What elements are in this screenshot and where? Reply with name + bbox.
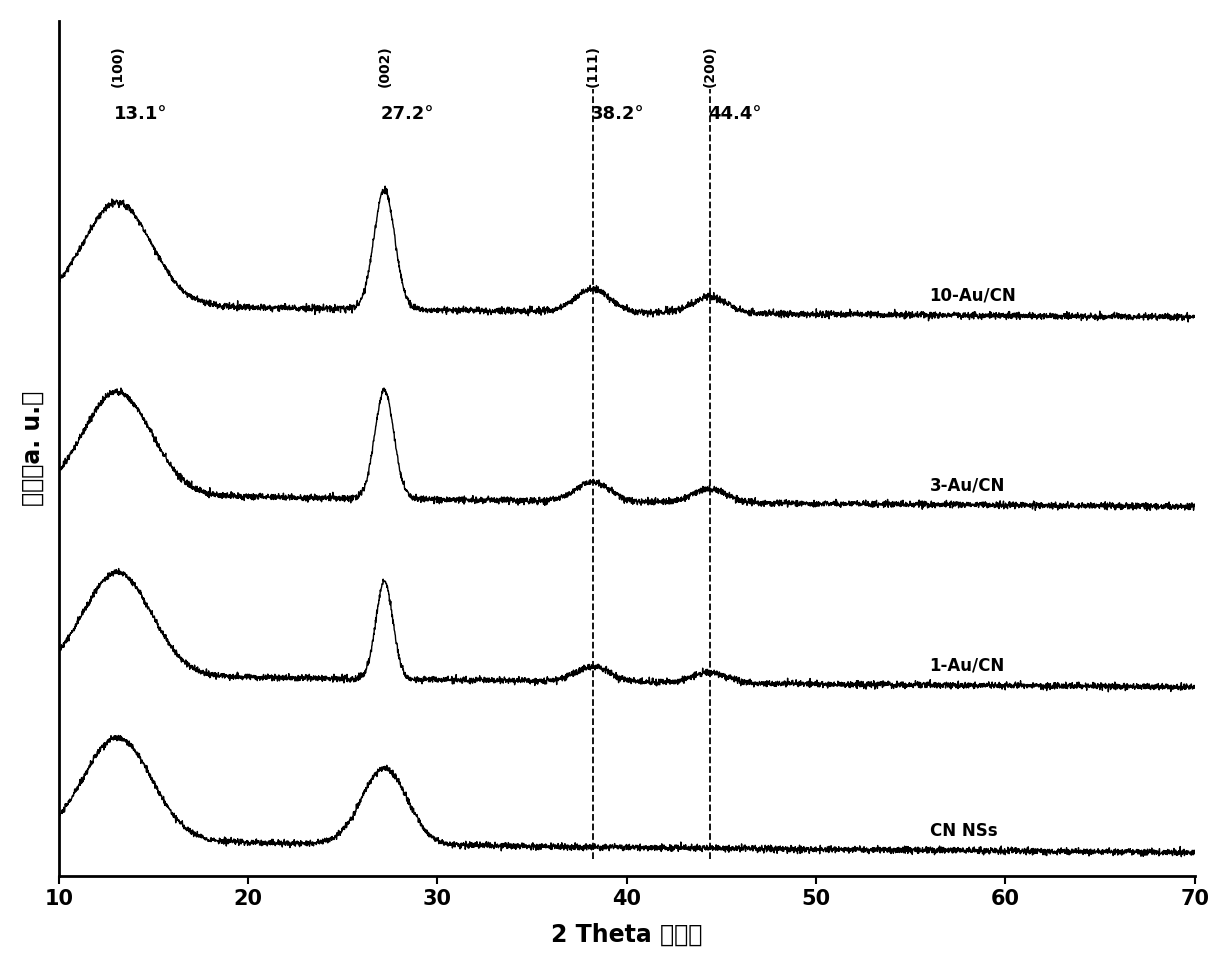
Text: (111): (111) [585, 45, 599, 87]
Text: 3-Au/CN: 3-Au/CN [930, 476, 1005, 495]
Text: (002): (002) [378, 45, 391, 86]
Text: CN NSs: CN NSs [930, 822, 998, 840]
Text: 10-Au/CN: 10-Au/CN [930, 287, 1016, 305]
X-axis label: 2 Theta （度）: 2 Theta （度） [551, 923, 702, 947]
Text: 27.2°: 27.2° [380, 105, 434, 123]
Text: 13.1°: 13.1° [113, 105, 167, 123]
Text: (200): (200) [704, 45, 717, 86]
Text: (100): (100) [111, 45, 124, 86]
Y-axis label: 强度（a. u.）: 强度（a. u.） [21, 391, 44, 506]
Text: 38.2°: 38.2° [590, 105, 645, 123]
Text: 1-Au/CN: 1-Au/CN [930, 656, 1005, 675]
Text: 44.4°: 44.4° [708, 105, 761, 123]
